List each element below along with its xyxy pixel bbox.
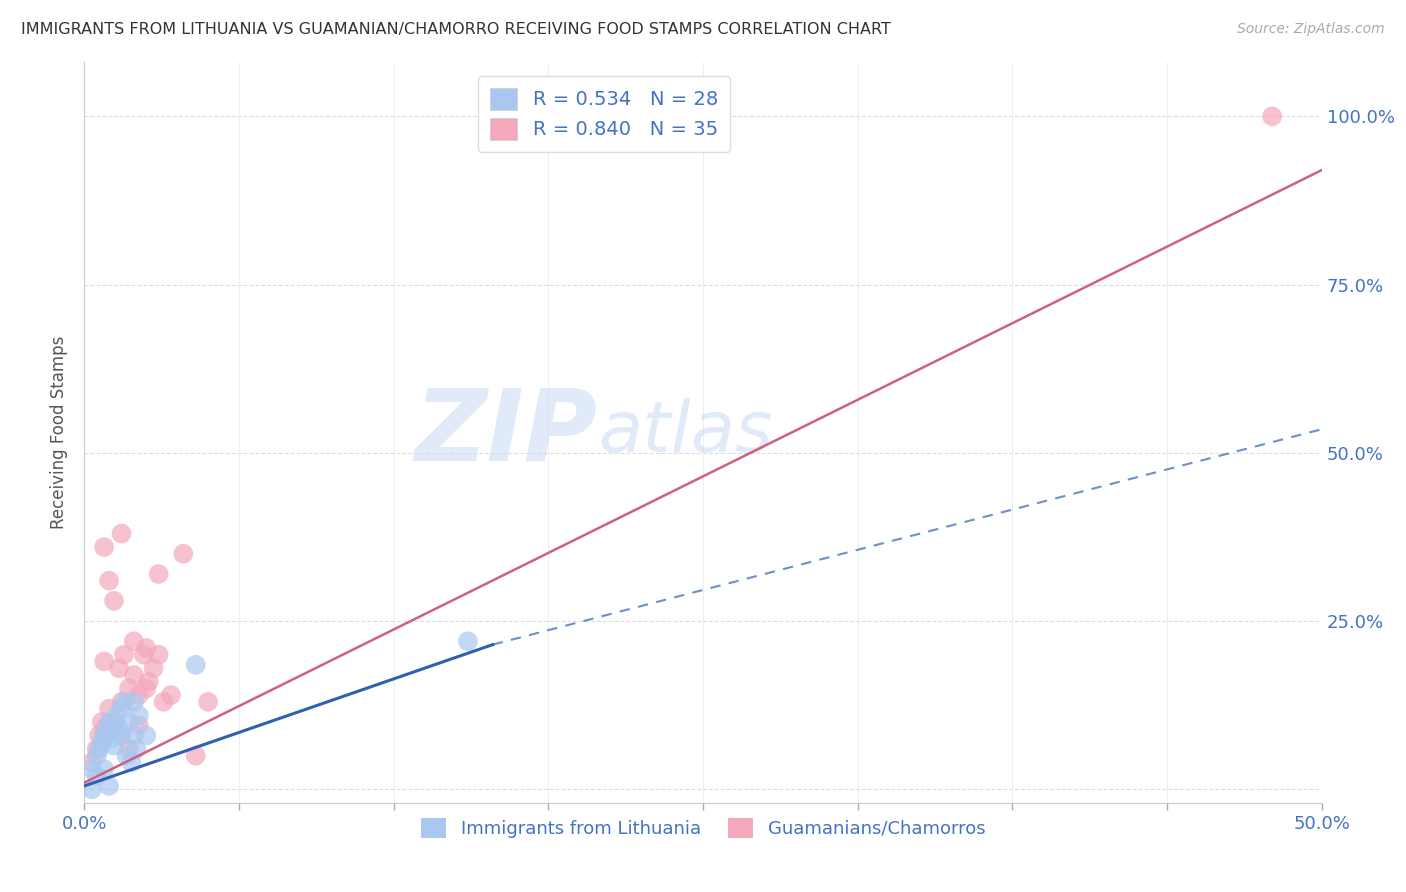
Point bbox=[110, 526, 132, 541]
Point bbox=[98, 574, 121, 588]
Point bbox=[142, 661, 165, 675]
Point bbox=[93, 729, 115, 743]
Point bbox=[118, 742, 141, 756]
Point bbox=[1261, 109, 1284, 123]
Point bbox=[457, 634, 479, 648]
Point bbox=[135, 640, 157, 655]
Point bbox=[135, 729, 157, 743]
Point bbox=[80, 782, 103, 797]
Text: ZIP: ZIP bbox=[415, 384, 598, 481]
Point bbox=[93, 655, 115, 669]
Point bbox=[197, 695, 219, 709]
Point bbox=[93, 722, 115, 736]
Point bbox=[118, 714, 141, 729]
Point bbox=[86, 748, 108, 763]
Point bbox=[110, 729, 132, 743]
Text: atlas: atlas bbox=[598, 398, 772, 467]
Point bbox=[100, 731, 122, 746]
Point bbox=[128, 688, 150, 702]
Legend: Immigrants from Lithuania, Guamanians/Chamorros: Immigrants from Lithuania, Guamanians/Ch… bbox=[413, 810, 993, 846]
Point bbox=[80, 756, 103, 770]
Text: Source: ZipAtlas.com: Source: ZipAtlas.com bbox=[1237, 22, 1385, 37]
Point bbox=[105, 708, 128, 723]
Point bbox=[108, 722, 131, 736]
Point bbox=[103, 739, 125, 753]
Point bbox=[184, 748, 207, 763]
Point bbox=[115, 748, 138, 763]
Point bbox=[93, 540, 115, 554]
Point bbox=[120, 756, 142, 770]
Point bbox=[90, 735, 112, 749]
Point bbox=[86, 742, 108, 756]
Point bbox=[172, 547, 194, 561]
Point bbox=[89, 742, 111, 756]
Point bbox=[135, 681, 157, 696]
Point bbox=[152, 695, 174, 709]
Y-axis label: Receiving Food Stamps: Receiving Food Stamps bbox=[51, 336, 69, 529]
Point bbox=[132, 648, 155, 662]
Point bbox=[86, 769, 108, 783]
Point bbox=[103, 714, 125, 729]
Point bbox=[138, 674, 160, 689]
Point bbox=[148, 648, 170, 662]
Point bbox=[89, 729, 111, 743]
Point bbox=[110, 701, 132, 715]
Point bbox=[96, 722, 118, 736]
Point bbox=[122, 634, 145, 648]
Point bbox=[128, 708, 150, 723]
Point bbox=[128, 718, 150, 732]
Point bbox=[118, 681, 141, 696]
Point bbox=[112, 695, 135, 709]
Point bbox=[112, 648, 135, 662]
Point bbox=[122, 695, 145, 709]
Point bbox=[98, 779, 121, 793]
Point bbox=[90, 714, 112, 729]
Point bbox=[98, 701, 121, 715]
Point bbox=[80, 762, 103, 776]
Point bbox=[184, 657, 207, 672]
Point bbox=[110, 729, 132, 743]
Point bbox=[125, 742, 148, 756]
Point bbox=[93, 762, 115, 776]
Point bbox=[160, 688, 183, 702]
Point bbox=[103, 594, 125, 608]
Point bbox=[110, 695, 132, 709]
Point bbox=[122, 729, 145, 743]
Point bbox=[98, 714, 121, 729]
Point bbox=[122, 668, 145, 682]
Text: IMMIGRANTS FROM LITHUANIA VS GUAMANIAN/CHAMORRO RECEIVING FOOD STAMPS CORRELATIO: IMMIGRANTS FROM LITHUANIA VS GUAMANIAN/C… bbox=[21, 22, 891, 37]
Point bbox=[148, 566, 170, 581]
Point bbox=[108, 661, 131, 675]
